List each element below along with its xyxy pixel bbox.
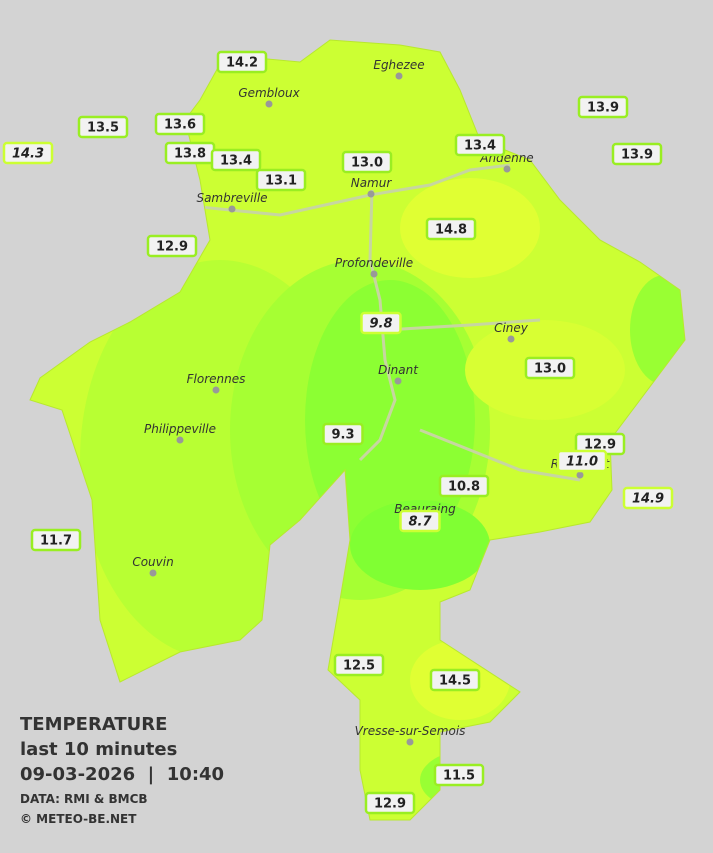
city-label: Sambreville [196, 191, 267, 205]
station-value: 13.6 [164, 118, 196, 133]
city-label: Namur [351, 176, 393, 190]
station-box [364, 791, 416, 815]
city-dot [507, 335, 515, 343]
station-value: 14.2 [226, 56, 258, 71]
station-value: 13.9 [587, 101, 619, 116]
station-value: 8.7 [408, 515, 432, 530]
station-value: 14.3 [12, 147, 44, 162]
station-value: 13.5 [87, 121, 119, 136]
city-dot [176, 436, 184, 444]
station-box [577, 95, 629, 119]
station-box [30, 528, 82, 552]
city-label: Profondeville [335, 256, 413, 270]
city-dot [394, 377, 402, 385]
legend: TEMPERATURE last 10 minutes 09-03-2026 |… [20, 714, 224, 826]
city-dot [395, 72, 403, 80]
station-value: 13.9 [621, 148, 653, 163]
legend-period: last 10 minutes [20, 739, 177, 760]
city-dot [228, 205, 236, 213]
station-box [556, 449, 608, 473]
station-box [399, 509, 441, 533]
station-value: 13.1 [265, 174, 297, 189]
city-dot [370, 270, 378, 278]
city-label: Philippeville [144, 422, 216, 436]
station-box [154, 112, 206, 136]
city-dot [576, 471, 584, 479]
city-label: Ciney [494, 321, 529, 335]
station-box [146, 234, 198, 258]
station-box [438, 474, 490, 498]
station-box [322, 422, 364, 446]
legend-source: DATA: RMI & BMCB [20, 792, 148, 806]
legend-datetime: 09-03-2026 | 10:40 [20, 764, 224, 785]
station-box [210, 148, 262, 172]
station-value: 12.9 [156, 240, 188, 255]
city-label: Vresse-sur-Semois [355, 724, 466, 738]
station-box [255, 168, 307, 192]
legend-title: TEMPERATURE [20, 714, 167, 735]
station-value: 13.4 [464, 139, 496, 154]
cities: EghezeeGemblouxAndenneNamurSambrevillePr… [132, 58, 611, 746]
city-label: Couvin [132, 555, 173, 569]
zone [305, 280, 475, 560]
zone [350, 500, 490, 590]
station-box [524, 356, 576, 380]
station-value: 11.7 [40, 534, 72, 549]
station-value: 13.4 [220, 154, 252, 169]
city-dot [367, 190, 375, 198]
station-value: 14.5 [439, 674, 471, 689]
city-label: Dinant [378, 363, 419, 377]
station-value: 11.0 [566, 455, 598, 470]
station-value: 9.8 [369, 317, 392, 332]
station-box [454, 133, 506, 157]
station-box [622, 486, 674, 510]
station-value: 13.0 [351, 156, 383, 171]
station-box [611, 142, 663, 166]
city-dot [149, 569, 157, 577]
station-value: 14.9 [632, 492, 664, 507]
city-label: Florennes [187, 372, 246, 386]
station-value: 12.9 [374, 797, 406, 812]
city-dot [265, 100, 273, 108]
station-box [333, 653, 385, 677]
station-box [216, 50, 268, 74]
river [179, 163, 581, 482]
station-box [2, 141, 54, 165]
station-value: 12.9 [584, 438, 616, 453]
stations: 14.2 13.5 14.3 13.6 13.8 13.4 13.1 13.0 13.4 13.9… [2, 50, 674, 815]
station-value: 13.8 [174, 147, 206, 162]
station-box [429, 668, 481, 692]
city-label: Eghezee [373, 58, 424, 72]
city-label: Gembloux [238, 86, 300, 100]
station-box [425, 217, 477, 241]
legend-copyright: © METEO-BE.NET [20, 812, 137, 826]
city-dot [212, 386, 220, 394]
station-box [433, 763, 485, 787]
station-box [341, 150, 393, 174]
station-value: 10.8 [448, 480, 480, 495]
station-value: 14.8 [435, 223, 467, 238]
station-box [360, 311, 402, 335]
station-value: 11.5 [443, 769, 475, 784]
city-dot [503, 165, 511, 173]
station-value: 9.3 [331, 428, 354, 443]
station-value: 13.0 [534, 362, 566, 377]
station-box [77, 115, 129, 139]
city-dot [406, 738, 414, 746]
station-value: 12.5 [343, 659, 375, 674]
